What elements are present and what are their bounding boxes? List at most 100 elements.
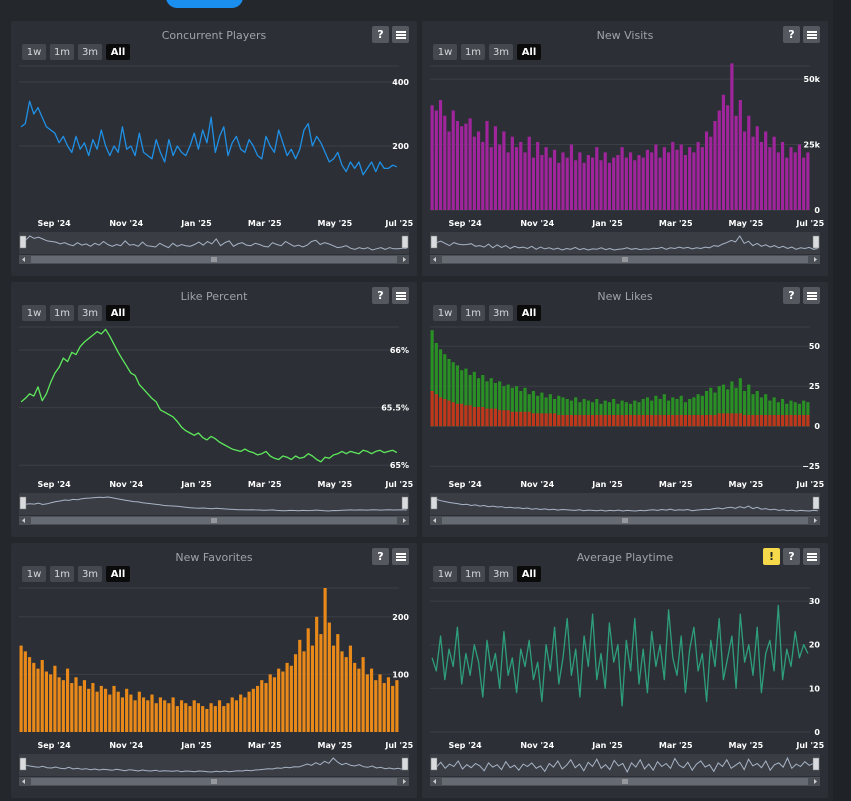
- scroll-left-icon[interactable]: [433, 779, 436, 784]
- navigator-handle[interactable]: [401, 757, 409, 771]
- scroll-left-icon[interactable]: [22, 779, 25, 784]
- scroll-right-icon[interactable]: [403, 779, 406, 784]
- chart-svg: 200 100 Sep '24 Nov '24 Jan '25 Mar '25 May '2…: [19, 587, 414, 786]
- range-button-1m[interactable]: 1m: [461, 305, 485, 321]
- navigator[interactable]: [19, 232, 409, 254]
- navigator-handle[interactable]: [401, 235, 409, 249]
- bar: [489, 378, 493, 427]
- navigator-handle[interactable]: [401, 496, 409, 510]
- navigator-handle[interactable]: [812, 496, 820, 510]
- bar: [395, 680, 399, 732]
- range-button-1m[interactable]: 1m: [50, 305, 74, 321]
- bar: [734, 115, 738, 210]
- range-button-1w[interactable]: 1w: [22, 44, 46, 60]
- range-button-3m[interactable]: 3m: [489, 566, 513, 582]
- bar: [776, 152, 780, 210]
- navigator[interactable]: [430, 754, 820, 776]
- bar: [481, 407, 485, 427]
- x-tick-label: Sep '24: [37, 480, 71, 489]
- scroll-left-icon[interactable]: [433, 257, 436, 262]
- navigator-handle[interactable]: [19, 235, 27, 249]
- navigator-handle[interactable]: [812, 235, 820, 249]
- range-button-all[interactable]: All: [517, 566, 541, 582]
- range-button-all[interactable]: All: [106, 44, 130, 60]
- range-button-1m[interactable]: 1m: [461, 566, 485, 582]
- help-icon[interactable]: ?: [372, 287, 389, 304]
- top-action-button[interactable]: [166, 0, 243, 8]
- bar: [382, 683, 386, 732]
- menu-icon[interactable]: [392, 26, 409, 43]
- navigator-handle[interactable]: [430, 496, 438, 510]
- bar: [802, 157, 806, 210]
- bar: [590, 402, 595, 427]
- scroll-left-icon[interactable]: [433, 518, 436, 523]
- range-button-3m[interactable]: 3m: [78, 305, 102, 321]
- range-button-1w[interactable]: 1w: [22, 305, 46, 321]
- scroll-right-icon[interactable]: [403, 518, 406, 523]
- range-button-1w[interactable]: 1w: [433, 566, 457, 582]
- x-tick-label: Jul '25: [384, 219, 413, 228]
- range-button-1m[interactable]: 1m: [50, 44, 74, 60]
- help-icon[interactable]: ?: [372, 548, 389, 565]
- navigator-handle[interactable]: [19, 757, 27, 771]
- bar: [125, 688, 129, 732]
- range-button-all[interactable]: All: [106, 305, 130, 321]
- range-button-1m[interactable]: 1m: [461, 44, 485, 60]
- range-button-1m[interactable]: 1m: [50, 566, 74, 582]
- help-icon[interactable]: ?: [783, 548, 800, 565]
- navigator-handle[interactable]: [430, 757, 438, 771]
- x-tick-label: May '25: [729, 219, 764, 228]
- range-button-3m[interactable]: 3m: [489, 44, 513, 60]
- x-tick-label: Sep '24: [37, 219, 71, 228]
- range-selector: 1w 1m 3m All: [433, 44, 541, 60]
- scroll-right-icon[interactable]: [814, 257, 817, 262]
- range-button-all[interactable]: All: [517, 305, 541, 321]
- range-button-all[interactable]: All: [106, 566, 130, 582]
- bar: [523, 387, 527, 427]
- scroll-left-icon[interactable]: [22, 518, 25, 523]
- bar: [255, 685, 260, 732]
- page-scrollbar[interactable]: [833, 0, 851, 801]
- scroll-right-icon[interactable]: [814, 779, 817, 784]
- bar: [582, 399, 586, 427]
- range-button-3m[interactable]: 3m: [78, 44, 102, 60]
- y-tick-label: −25: [802, 462, 820, 471]
- bar: [293, 654, 298, 732]
- navigator-handle[interactable]: [19, 496, 27, 510]
- bar: [692, 397, 696, 427]
- help-icon[interactable]: ?: [783, 26, 800, 43]
- range-button-1w[interactable]: 1w: [22, 566, 46, 582]
- bar: [578, 402, 582, 427]
- bar: [133, 700, 137, 732]
- navigator[interactable]: [19, 493, 409, 515]
- menu-icon[interactable]: [803, 287, 820, 304]
- scroll-right-icon[interactable]: [814, 518, 817, 523]
- navigator[interactable]: [430, 493, 820, 515]
- menu-icon[interactable]: [803, 26, 820, 43]
- navigator-handle[interactable]: [812, 757, 820, 771]
- bar: [654, 144, 658, 210]
- scroll-left-icon[interactable]: [22, 257, 25, 262]
- menu-icon[interactable]: [803, 548, 820, 565]
- range-button-all[interactable]: All: [517, 44, 541, 60]
- range-button-3m[interactable]: 3m: [78, 566, 102, 582]
- scroll-right-icon[interactable]: [403, 257, 406, 262]
- help-icon[interactable]: ?: [783, 287, 800, 304]
- menu-icon[interactable]: [392, 287, 409, 304]
- bar: [201, 706, 205, 732]
- bar: [247, 691, 251, 732]
- chart-toolbar: ?: [372, 548, 409, 565]
- x-tick-label: Nov '24: [520, 741, 554, 750]
- x-tick-label: Jul '25: [795, 219, 824, 228]
- range-button-3m[interactable]: 3m: [489, 305, 513, 321]
- navigator[interactable]: [19, 754, 409, 776]
- warning-icon[interactable]: !: [763, 548, 780, 565]
- bar: [217, 700, 222, 732]
- menu-icon[interactable]: [392, 548, 409, 565]
- navigator-handle[interactable]: [430, 235, 438, 249]
- range-button-1w[interactable]: 1w: [433, 305, 457, 321]
- range-button-1w[interactable]: 1w: [433, 44, 457, 60]
- navigator[interactable]: [430, 232, 820, 254]
- x-tick-label: May '25: [318, 480, 353, 489]
- help-icon[interactable]: ?: [372, 26, 389, 43]
